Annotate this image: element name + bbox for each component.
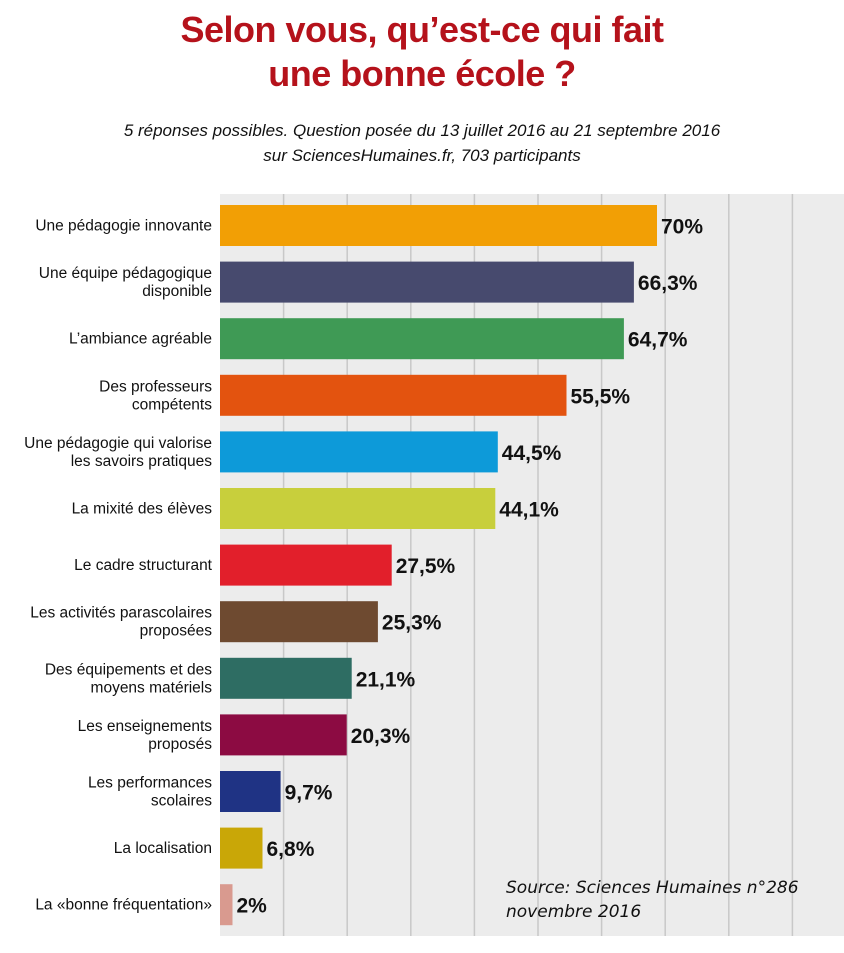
chart-subtitle-line-1: 5 réponses possibles. Question posée du … [123,121,721,140]
category-label-4-line-2: compétents [132,396,212,413]
value-label-13: 2% [237,895,268,918]
category-label-11-line-1: Les performances [88,775,212,792]
chart-title-line-2: une bonne école ? [268,53,576,94]
category-label-13-line-1: La «bonne fréquentation» [35,897,212,914]
category-label-5-line-2: les savoirs pratiques [71,453,213,470]
category-label-6-line-1: La mixité des élèves [72,501,213,518]
value-label-1: 70% [661,216,703,239]
bar-8 [220,601,378,643]
value-label-9: 21,1% [356,668,416,691]
category-label-9-line-2: moyens matériels [91,679,213,696]
value-label-4: 55,5% [571,385,631,408]
chart-subtitle-line-2: sur SciencesHumaines.fr, 703 participant… [263,146,581,165]
bar-1 [220,205,657,246]
bar-2 [220,261,634,303]
category-label-3-line-1: L’ambiance agréable [69,331,212,348]
value-label-7: 27,5% [396,555,456,578]
source-line-1: Source: Sciences Humaines n°286 [506,878,799,898]
bar-13 [220,884,233,926]
bar-3 [220,318,624,360]
bar-7 [220,544,392,586]
category-label-8-line-2: proposées [140,623,213,640]
value-label-8: 25,3% [382,612,442,635]
chart-subtitle: 5 réponses possibles. Question posée du … [0,118,844,168]
source-note: Source: Sciences Humaines n°286 novembre… [506,876,826,924]
category-label-5-line-1: Une pédagogie qui valorise [24,435,212,452]
bar-6 [220,488,496,529]
bar-4 [220,374,567,416]
category-label-7-line-1: Le cadre structurant [74,557,213,574]
value-label-5: 44,5% [502,442,562,465]
category-label-10-line-1: Les enseignements [78,718,213,735]
category-label-2-line-1: Une équipe pédagogique [39,265,212,282]
category-label-11-line-2: scolaires [151,793,212,810]
category-label-9-line-1: Des équipements et des [45,661,212,678]
source-line-2: novembre 2016 [506,902,642,922]
value-label-6: 44,1% [499,499,559,522]
value-label-3: 64,7% [628,329,688,352]
chart-title-line-1: Selon vous, qu’est-ce qui fait [180,9,664,50]
category-label-8-line-1: Les activités parascolaires [30,605,212,622]
value-label-2: 66,3% [638,272,698,295]
category-label-12-line-1: La localisation [114,840,212,857]
category-label-4-line-1: Des professeurs [99,378,212,395]
category-label-10-line-2: proposés [148,736,212,753]
category-label-1-line-1: Une pédagogie innovante [35,218,212,235]
bar-5 [220,431,498,473]
value-label-12: 6,8% [267,838,315,861]
value-label-10: 20,3% [351,725,411,748]
category-label-2-line-2: disponible [142,283,212,300]
bar-9 [220,657,352,699]
bar-10 [220,714,347,756]
chart-title: Selon vous, qu’est-ce qui fait une bonne… [0,8,844,96]
value-label-11: 9,7% [285,782,333,805]
bar-12 [220,827,263,869]
bar-11 [220,771,281,812]
